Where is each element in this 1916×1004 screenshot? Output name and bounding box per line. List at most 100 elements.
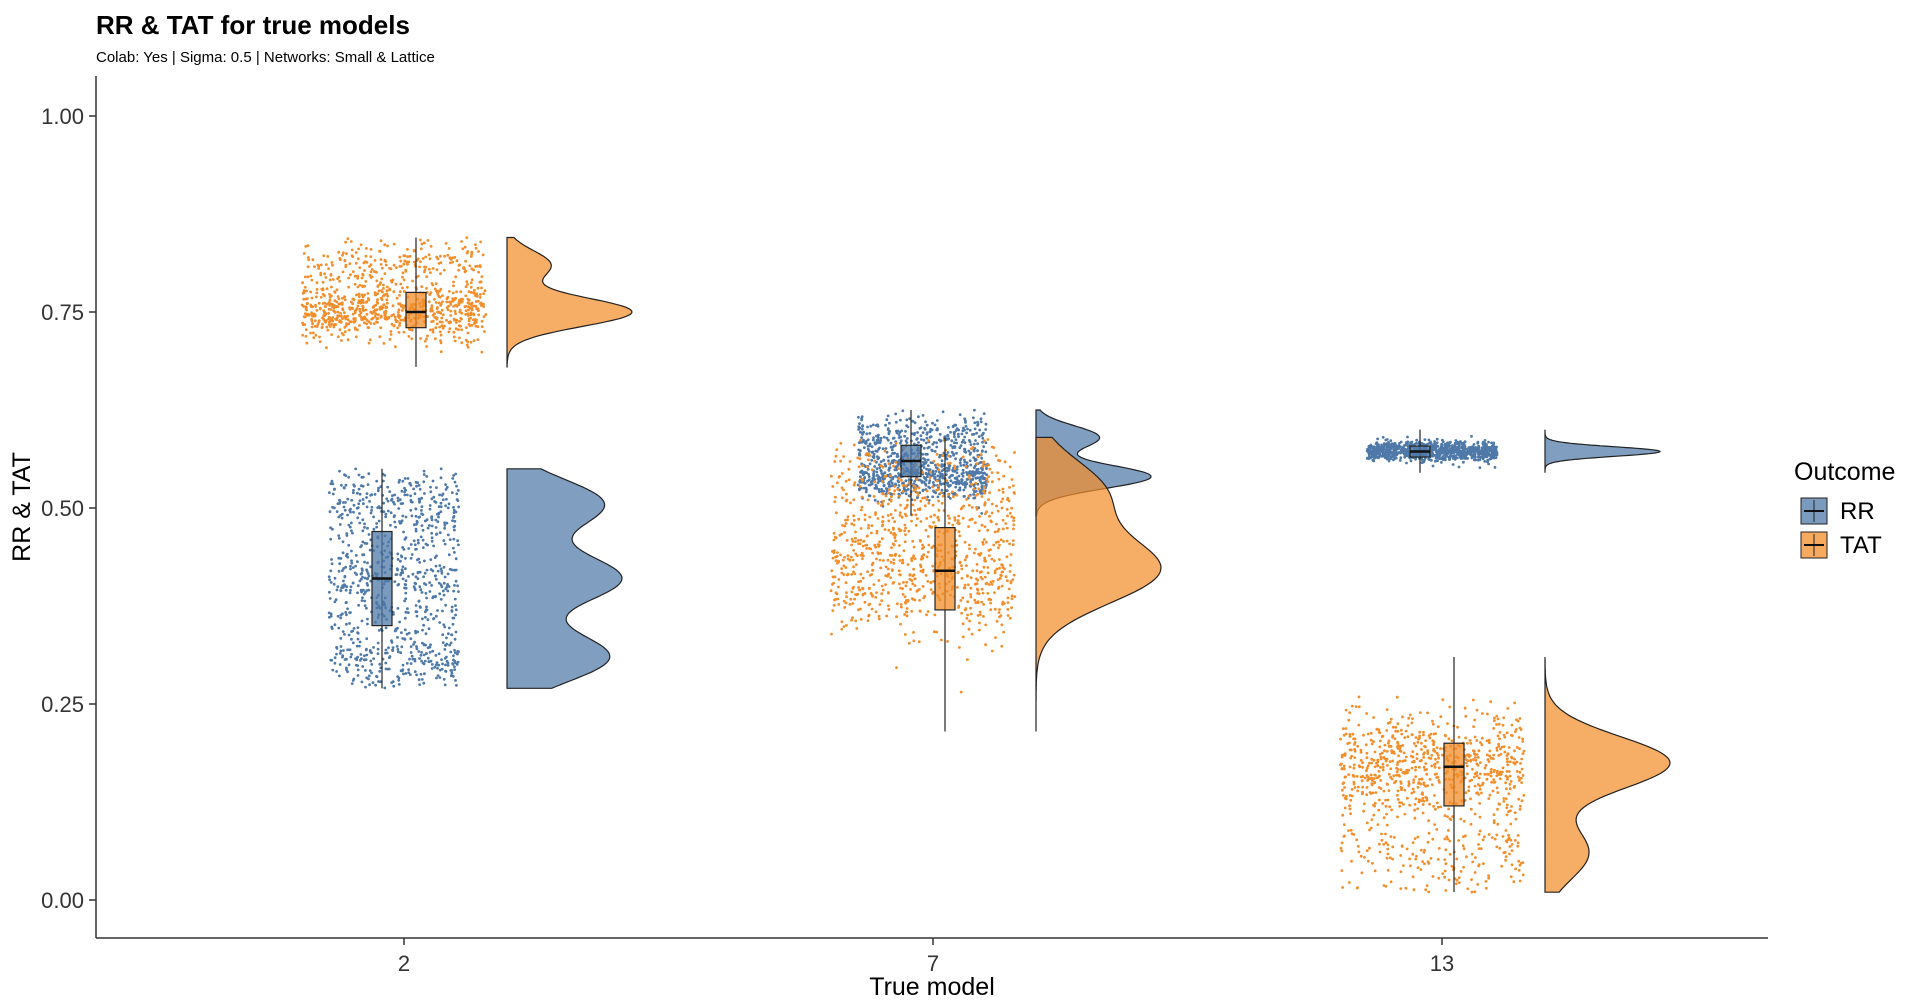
point-rr-7 (974, 439, 977, 442)
point-tat-7 (860, 495, 864, 499)
point-tat-2 (437, 262, 441, 265)
point-rr-7 (963, 441, 967, 444)
point-tat-2 (378, 307, 382, 311)
point-rr-13 (1406, 448, 1410, 451)
point-tat-2 (475, 294, 479, 298)
point-rr-2 (352, 627, 356, 630)
point-rr-2 (420, 512, 423, 516)
point-tat-7 (940, 638, 943, 642)
point-rr-13 (1441, 438, 1444, 442)
point-tat-2 (353, 274, 357, 278)
point-tat-2 (356, 274, 360, 278)
point-rr-13 (1456, 440, 1460, 444)
point-rr-7 (949, 430, 952, 434)
point-rr-2 (429, 659, 433, 663)
point-rr-2 (418, 657, 421, 660)
point-tat-13 (1497, 754, 1501, 757)
point-rr-7 (978, 428, 982, 432)
point-rr-2 (430, 536, 434, 540)
point-rr-2 (408, 657, 411, 661)
point-tat-2 (354, 308, 358, 312)
point-rr-2 (427, 627, 431, 631)
point-tat-13 (1406, 735, 1410, 739)
point-rr-2 (404, 583, 408, 587)
point-tat-2 (459, 316, 463, 320)
point-tat-2 (458, 308, 462, 312)
point-rr-7 (868, 432, 872, 435)
point-rr-7 (957, 488, 961, 492)
point-tat-2 (447, 247, 451, 250)
point-rr-13 (1371, 454, 1375, 457)
point-tat-2 (470, 278, 474, 282)
point-tat-13 (1363, 855, 1366, 859)
point-rr-2 (455, 663, 459, 666)
point-tat-2 (463, 245, 467, 249)
point-tat-7 (867, 524, 870, 527)
point-tat-2 (309, 331, 312, 335)
point-tat-13 (1375, 727, 1379, 731)
point-rr-7 (972, 449, 976, 452)
point-tat-7 (860, 505, 864, 509)
point-rr-2 (403, 486, 406, 490)
point-tat-2 (439, 302, 443, 306)
point-tat-7 (897, 467, 900, 470)
point-tat-7 (870, 524, 874, 528)
point-tat-7 (882, 499, 885, 503)
point-tat-7 (933, 613, 937, 617)
point-tat-7 (1011, 578, 1015, 581)
point-rr-2 (457, 543, 460, 547)
point-tat-13 (1417, 800, 1421, 804)
point-rr-13 (1394, 453, 1398, 457)
point-rr-2 (352, 510, 355, 514)
point-rr-7 (973, 421, 977, 425)
point-tat-7 (913, 577, 917, 581)
point-rr-2 (437, 512, 441, 516)
point-rr-2 (376, 489, 380, 493)
point-tat-2 (386, 244, 389, 248)
point-tat-2 (453, 309, 457, 313)
point-rr-2 (348, 648, 352, 652)
point-rr-7 (891, 477, 895, 481)
point-rr-2 (413, 587, 417, 591)
point-rr-7 (955, 465, 959, 469)
point-tat-7 (926, 550, 930, 554)
point-tat-13 (1443, 875, 1446, 879)
point-tat-13 (1432, 740, 1436, 744)
point-tat-7 (832, 531, 836, 535)
point-rr-13 (1438, 452, 1442, 456)
point-rr-2 (441, 589, 445, 593)
point-tat-2 (479, 293, 482, 296)
point-rr-2 (442, 565, 446, 569)
point-rr-2 (426, 526, 430, 530)
point-tat-2 (318, 335, 321, 339)
point-tat-13 (1373, 750, 1377, 754)
point-rr-13 (1483, 439, 1487, 442)
point-tat-7 (909, 588, 912, 591)
point-tat-2 (469, 340, 473, 344)
point-rr-2 (393, 520, 397, 524)
point-rr-2 (341, 630, 345, 633)
point-rr-2 (415, 673, 418, 677)
point-tat-7 (875, 557, 878, 561)
point-rr-2 (329, 482, 333, 486)
point-tat-7 (852, 518, 856, 522)
point-tat-2 (383, 293, 386, 297)
point-tat-2 (410, 328, 414, 332)
point-rr-2 (333, 487, 336, 491)
point-tat-2 (467, 308, 470, 312)
point-rr-7 (887, 432, 891, 436)
point-tat-13 (1421, 797, 1425, 800)
point-tat-13 (1447, 829, 1450, 832)
point-rr-7 (954, 457, 957, 461)
point-tat-7 (886, 567, 890, 571)
point-tat-7 (1001, 527, 1005, 531)
point-tat-2 (419, 247, 423, 251)
point-tat-2 (315, 309, 319, 312)
point-tat-13 (1386, 843, 1390, 847)
point-tat-2 (474, 246, 478, 250)
point-rr-7 (863, 481, 867, 485)
point-rr-2 (448, 538, 452, 541)
point-tat-7 (850, 522, 854, 526)
point-rr-2 (417, 678, 421, 682)
point-tat-2 (468, 324, 472, 327)
